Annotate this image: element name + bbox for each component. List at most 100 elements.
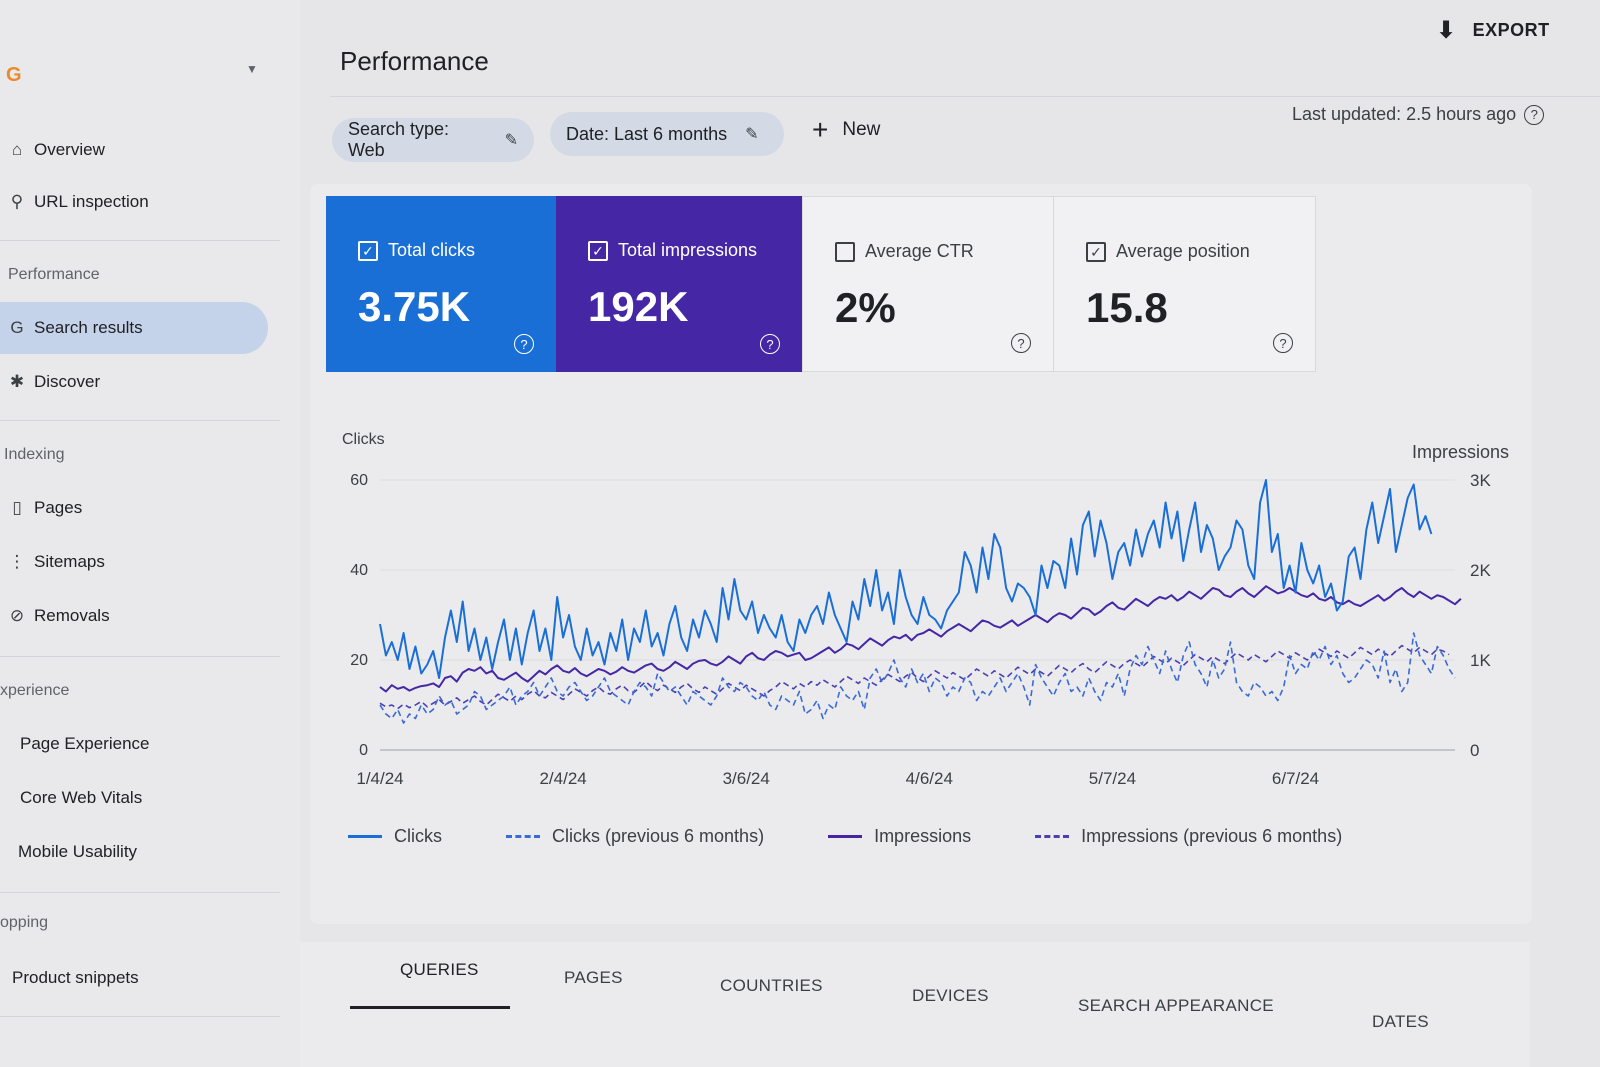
metric-label: Average CTR	[865, 241, 974, 261]
property-dropdown-caret-icon[interactable]: ▼	[246, 62, 258, 76]
sidebar-item-page-experience[interactable]: Page Experience	[20, 718, 276, 770]
chart-legend: Clicks Clicks (previous 6 months) Impres…	[348, 826, 1406, 847]
legend-label: Clicks	[394, 826, 442, 846]
legend-item-clicks-previous[interactable]: Clicks (previous 6 months)	[506, 826, 764, 847]
checkbox-checked-icon[interactable]: ✓	[358, 240, 378, 261]
left-axis-label: Clicks	[342, 431, 385, 448]
new-filter-label: New	[842, 119, 881, 140]
help-icon[interactable]: ?	[760, 334, 780, 354]
search-icon: ⚲	[10, 192, 24, 211]
series-line-clicks[interactable]	[379, 479, 1433, 679]
legend-item-impressions-previous[interactable]: Impressions (previous 6 months)	[1035, 826, 1342, 847]
asterisk-icon: ✱	[9, 372, 25, 391]
date-chip[interactable]: Date: Last 6 months ✎	[550, 112, 784, 156]
right-axis-tick: 3K	[1470, 471, 1491, 490]
sidebar-item-label: Page Experience	[20, 734, 150, 753]
sidebar-item-removals[interactable]: ⊘ Removals	[0, 590, 270, 642]
metric-card-average-position[interactable]: ✓ Average position 15.8 ?	[1054, 196, 1316, 372]
search-type-chip-label: Search type: Web	[348, 119, 450, 160]
sidebar-section-performance: Performance	[8, 266, 100, 283]
right-axis-tick: 1K	[1470, 651, 1491, 670]
sidebar-item-label: Product snippets	[12, 968, 139, 987]
checkbox-checked-icon[interactable]: ✓	[1086, 241, 1106, 262]
metric-card-total-impressions[interactable]: ✓ Total impressions 192K ?	[556, 196, 802, 372]
date-chip-label: Date: Last 6 months	[566, 123, 728, 144]
checkbox-checked-icon[interactable]: ✓	[588, 240, 608, 261]
metric-card-average-ctr[interactable]: Average CTR 2% ?	[802, 196, 1054, 372]
dimension-tabs	[300, 942, 1530, 1067]
checkbox-unchecked-icon[interactable]	[835, 241, 855, 262]
sidebar-item-label: Removals	[34, 606, 110, 625]
tab-devices[interactable]: DEVICES	[912, 986, 989, 1005]
document-icon: ▯	[12, 498, 22, 517]
legend-swatch	[1035, 835, 1070, 838]
sidebar-item-pages[interactable]: ▯ Pages	[0, 482, 270, 534]
sidebar-item-core-web-vitals[interactable]: Core Web Vitals	[20, 772, 276, 824]
series-line-impressions[interactable]	[379, 585, 1462, 693]
sidebar-item-label: Mobile Usability	[18, 842, 138, 861]
search-console-logo[interactable]: G	[6, 64, 22, 86]
series-line-clicks-previous-6-months[interactable]	[379, 632, 1456, 724]
sidebar-item-label: Search results	[34, 318, 143, 337]
right-axis-tick: 2K	[1470, 561, 1491, 580]
search-type-chip[interactable]: Search type: Web ✎	[332, 118, 534, 162]
sidebar-item-search-results[interactable]: G Search results	[0, 302, 268, 354]
last-updated-text: Last updated: 2.5 hours ago	[1292, 104, 1517, 124]
x-axis-tick: 3/6/24	[723, 769, 770, 788]
series-line-impressions-previous-6-months[interactable]	[379, 644, 1450, 710]
download-icon: ⬇	[1436, 17, 1457, 44]
right-axis-label: Impressions	[1412, 442, 1509, 462]
metric-label: Total impressions	[618, 240, 758, 260]
page-title: Performance	[340, 46, 489, 76]
tab-pages[interactable]: PAGES	[564, 968, 623, 987]
tab-dates[interactable]: DATES	[1372, 1012, 1429, 1031]
sidebar-item-overview[interactable]: ⌂ Overview	[0, 124, 270, 176]
x-axis-tick: 5/7/24	[1089, 769, 1136, 788]
tab-search-appearance[interactable]: SEARCH APPEARANCE	[1078, 996, 1274, 1015]
left-axis-tick: 60	[350, 472, 368, 489]
sidebar-section-shopping: opping	[0, 914, 49, 931]
sidebar-item-product-snippets[interactable]: Product snippets	[12, 952, 268, 1004]
help-icon[interactable]: ?	[1011, 333, 1031, 353]
sitemap-icon: ⋮	[8, 552, 26, 571]
help-icon[interactable]: ?	[514, 334, 534, 354]
metric-card-total-clicks[interactable]: ✓ Total clicks 3.75K ?	[326, 196, 556, 372]
legend-swatch	[828, 835, 863, 838]
tab-countries[interactable]: COUNTRIES	[720, 976, 823, 995]
legend-item-impressions[interactable]: Impressions	[828, 826, 971, 847]
x-axis-tick: 6/7/24	[1272, 769, 1319, 788]
help-icon[interactable]: ?	[1524, 104, 1545, 125]
sidebar: G ▼ ⌂ Overview ⚲ URL inspection Performa…	[0, 0, 300, 1067]
sidebar-divider	[0, 420, 280, 421]
legend-label: Impressions (previous 6 months)	[1081, 826, 1343, 846]
sidebar-item-url-inspection[interactable]: ⚲ URL inspection	[0, 176, 270, 228]
x-axis-tick: 2/4/24	[539, 769, 586, 788]
edit-pencil-icon[interactable]: ✎	[504, 132, 518, 149]
sidebar-item-label: Pages	[34, 498, 83, 517]
legend-label: Impressions	[874, 826, 972, 846]
sidebar-divider	[0, 892, 280, 893]
export-button[interactable]: ⬇ EXPORT	[1436, 16, 1550, 45]
metric-cards: ✓ Total clicks 3.75K ? ✓ Total impressio…	[326, 196, 1316, 372]
sidebar-item-mobile-usability[interactable]: Mobile Usability	[18, 826, 274, 878]
sidebar-divider	[0, 1016, 280, 1017]
legend-swatch	[506, 835, 540, 838]
sidebar-item-discover[interactable]: ✱ Discover	[0, 356, 270, 408]
metric-value: 15.8	[1086, 284, 1168, 331]
left-axis-tick: 20	[350, 652, 368, 669]
help-icon[interactable]: ?	[1273, 333, 1293, 353]
right-axis-tick: 0	[1470, 741, 1479, 760]
metric-value: 3.75K	[358, 283, 471, 330]
sidebar-section-indexing: Indexing	[4, 446, 65, 463]
new-filter-button[interactable]: + New	[812, 116, 880, 144]
sidebar-item-sitemaps[interactable]: ⋮ Sitemaps	[0, 536, 270, 588]
performance-chart[interactable]: Clicks Impressions 60 40 20 0 3K 2K 1K 0 1/4/24 2…	[330, 420, 1530, 820]
header-divider	[330, 96, 1600, 97]
sidebar-item-label: Sitemaps	[34, 552, 105, 571]
legend-item-clicks[interactable]: Clicks	[348, 826, 442, 847]
sidebar-divider	[0, 240, 280, 241]
sidebar-divider	[0, 656, 280, 657]
edit-pencil-icon[interactable]: ✎	[745, 126, 759, 143]
export-label: EXPORT	[1472, 20, 1550, 40]
tab-queries[interactable]: QUERIES	[400, 960, 479, 979]
